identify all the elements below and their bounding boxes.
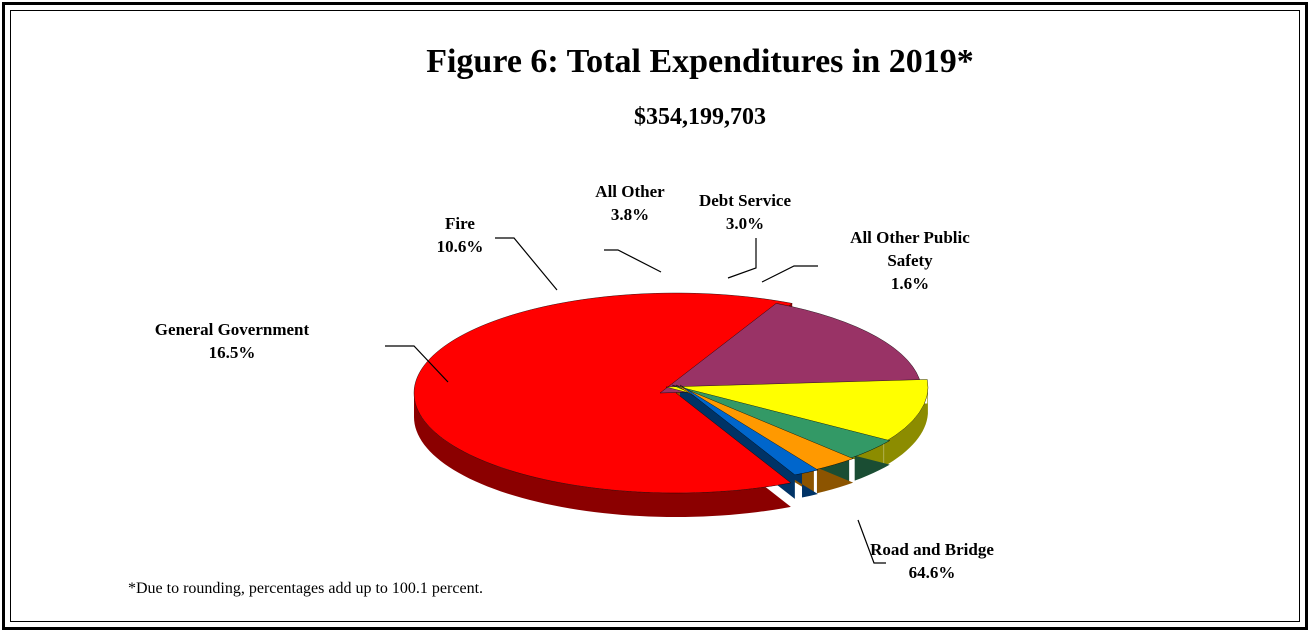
leader-line-debt-service — [727, 238, 757, 279]
leader-line-road-and-bridge — [857, 519, 886, 564]
slice-label-line: Debt Service — [699, 191, 792, 210]
slice-label-line: General Government — [155, 320, 310, 339]
chart-subtitle: $354,199,703 — [634, 104, 766, 130]
slice-side-all-other-public-safety — [680, 385, 818, 499]
slice-fire — [665, 379, 929, 443]
slice-road-and-bridge — [413, 292, 793, 494]
slice-label-line: All Other — [595, 182, 665, 201]
slice-label-road-and-bridge: Road and Bridge 64.6% — [870, 540, 994, 582]
slice-labels: Road and Bridge 64.6% General Government 16… — [155, 182, 995, 582]
slice-label-line: 10.6% — [437, 237, 484, 256]
chart-title: Figure 6: Total Expenditures in 2019* — [426, 43, 974, 80]
inner-frame — [10, 10, 1300, 622]
footnote: *Due to rounding, percentages add up to … — [128, 580, 483, 597]
leader-line-general-government — [385, 345, 449, 383]
slice-label-general-government: General Government 16.5% — [155, 320, 310, 362]
leader-line-all-other — [604, 249, 662, 273]
slice-label-line: 1.6% — [891, 274, 929, 293]
slice-label-all-other: All Other 3.8% — [595, 182, 665, 224]
slice-label-all-other-public-safety: All Other Public Safety 1.6% — [850, 228, 970, 293]
slice-label-line: All Other Public — [850, 228, 970, 247]
slice-general-government — [659, 303, 922, 394]
leader-line-all-other-public-safety — [761, 265, 818, 283]
slice-label-line: Safety — [887, 251, 933, 270]
slice-label-line: 16.5% — [209, 343, 256, 362]
slice-all-other-public-safety — [679, 384, 819, 476]
slice-label-line: Fire — [445, 214, 475, 233]
slice-label-debt-service: Debt Service 3.0% — [699, 191, 792, 233]
slice-label-line: 3.8% — [611, 205, 649, 224]
slice-label-line: 64.6% — [909, 563, 956, 582]
leader-lines — [385, 237, 886, 564]
slice-label-line: 3.0% — [726, 214, 764, 233]
slice-label-line: Road and Bridge — [870, 540, 994, 559]
leader-line-fire — [495, 237, 558, 291]
pie-slices — [413, 292, 929, 517]
slice-side-road-and-bridge — [414, 303, 793, 517]
slice-label-fire: Fire 10.6% — [437, 214, 484, 256]
